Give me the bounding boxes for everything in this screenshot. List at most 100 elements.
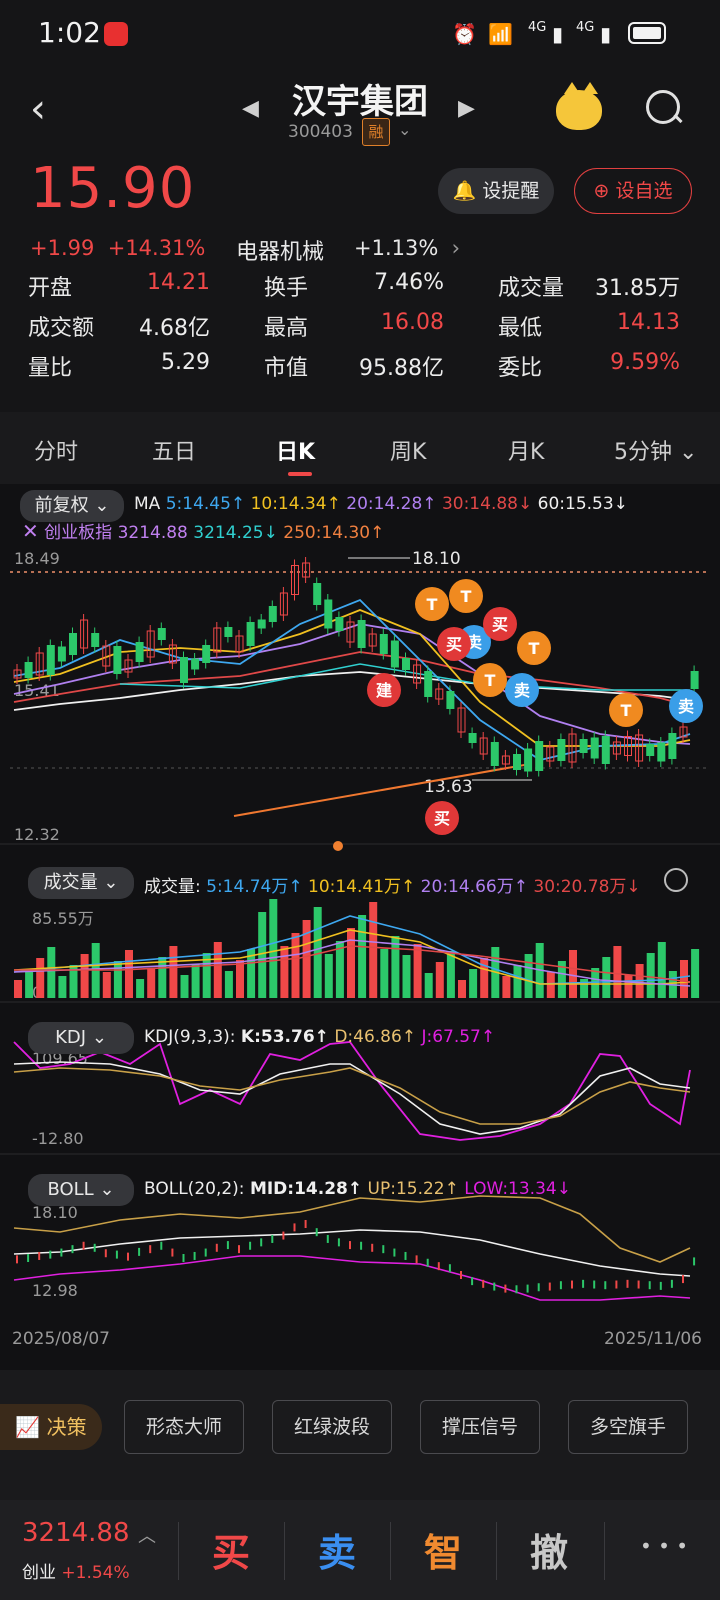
stat-value: 95.88亿 [359, 356, 444, 381]
signal-marker-circle[interactable] [415, 587, 449, 621]
candle [657, 742, 666, 762]
volume-select[interactable]: 成交量 ⌄ [28, 867, 134, 899]
date-cursor-dot [333, 841, 343, 851]
index-ma: 3214.25↓ [193, 523, 278, 543]
volume-bar [302, 920, 311, 998]
stat-value: 14.13 [617, 310, 680, 335]
signal-marker-circle[interactable] [517, 631, 551, 665]
candle [24, 662, 33, 678]
candle [668, 733, 677, 759]
search-icon[interactable] [646, 90, 680, 124]
strategy-red-green-band[interactable]: 红绿波段 [272, 1400, 392, 1454]
bottom-index-info: 创业 +1.54% [22, 1558, 130, 1583]
back-chevron-icon[interactable]: ‹ [30, 86, 46, 132]
stat-label: 市值 [264, 356, 309, 381]
cancel-order-button[interactable]: 撤 [530, 1531, 569, 1575]
candle [379, 634, 388, 654]
signal-icon: ▮ [552, 22, 564, 46]
signal-marker-label: 建 [376, 681, 392, 700]
mascot-icon[interactable] [556, 82, 602, 130]
index-legend[interactable]: ✕ 创业板指 3214.88 3214.25↓ 250:14.30↑ [22, 518, 384, 543]
set-reminder-label: 设提醒 [482, 180, 540, 202]
tab-5min[interactable]: 5分钟 ⌄ [614, 434, 697, 466]
sell-button[interactable]: 卖 [318, 1531, 357, 1575]
separator [604, 1522, 605, 1580]
period-tabs: 分时 五日 日K 周K 月K 5分钟 ⌄ [0, 420, 720, 482]
plus-icon: ⊕ [593, 180, 610, 202]
volume-bar [424, 973, 433, 998]
decision-strip: 📈 决策 形态大师 红绿波段 撑压信号 多空旗手 [0, 1390, 720, 1470]
stock-code[interactable]: 300403 [288, 122, 353, 142]
candle [679, 726, 688, 738]
candle [180, 657, 188, 683]
strategy-pattern-master[interactable]: 形态大师 [124, 1400, 244, 1454]
candle [468, 733, 477, 743]
sector-name[interactable]: 电器机械 [236, 240, 325, 265]
strategy-support-resistance[interactable]: 撑压信号 [420, 1400, 540, 1454]
signal-marker-circle[interactable] [669, 689, 703, 723]
stat-label: 最高 [264, 316, 309, 341]
chart-area[interactable]: 前复权 ⌄ MA 5:14.45↑ 10:14.34↑ 20:14.28↑ 30… [0, 484, 720, 1370]
next-stock-icon[interactable]: ▶ [458, 96, 475, 121]
candle [57, 646, 66, 662]
signal-marker-circle[interactable] [367, 673, 401, 707]
volume-bar [58, 976, 67, 998]
volume-bar [680, 960, 688, 998]
bottom-index-value[interactable]: 3214.88 [22, 1518, 130, 1548]
volume-bar [269, 899, 278, 998]
volume-bar [580, 979, 589, 998]
ma-legend: MA 5:14.45↑ 10:14.34↑ 20:14.28↑ 30:14.88… [134, 494, 628, 514]
buy-button[interactable]: 买 [212, 1531, 251, 1575]
signal-marker-circle[interactable] [437, 627, 471, 661]
candle [390, 640, 399, 668]
prev-stock-icon[interactable]: ◀ [242, 96, 259, 121]
high-label: 18.10 [412, 549, 461, 569]
ma-value: 10:14.34↑ [245, 494, 341, 514]
decision-button[interactable]: 📈 决策 [0, 1404, 102, 1450]
volume-bar [624, 975, 633, 998]
volume-bar [446, 951, 455, 998]
kdj-d-line [13, 1067, 691, 1125]
close-icon[interactable]: ✕ [22, 519, 39, 543]
tab-five-day[interactable]: 五日 [152, 440, 197, 465]
adjust-select[interactable]: 前复权 ⌄ [20, 490, 124, 522]
bell-icon: 🔔 [452, 180, 477, 202]
chevron-down-icon[interactable]: ⌄ [398, 120, 412, 139]
tab-5min-label: 5分钟 [614, 440, 672, 465]
tab-weekly-k[interactable]: 周K [390, 440, 427, 465]
alarm-icon: ⏰ [452, 22, 477, 46]
signal-marker-circle[interactable] [505, 673, 539, 707]
boll-y-bottom: 12.98 [32, 1281, 78, 1300]
signal-marker-circle[interactable] [473, 663, 507, 697]
candle [324, 599, 333, 629]
tab-daily-k[interactable]: 日K [276, 440, 316, 465]
smart-button[interactable]: 智 [424, 1531, 463, 1575]
volume-bar [14, 980, 22, 998]
candle [524, 748, 533, 772]
sector-change[interactable]: +1.13% › [354, 236, 460, 260]
volume-bar [413, 944, 422, 998]
separator [390, 1522, 391, 1580]
signal-marker-circle[interactable] [425, 801, 459, 835]
volume-bar [247, 949, 256, 998]
set-reminder-button[interactable]: 🔔 设提醒 [438, 168, 554, 214]
signal-marker-circle[interactable] [483, 607, 517, 641]
add-favorite-button[interactable]: ⊕ 设自选 [574, 168, 692, 214]
signal-marker-circle[interactable] [609, 693, 643, 727]
settings-icon[interactable] [664, 868, 688, 892]
signal-marker-circle[interactable] [449, 579, 483, 613]
stat-label: 委比 [498, 356, 543, 381]
volume-bar [280, 946, 289, 998]
tab-intraday[interactable]: 分时 [34, 440, 79, 465]
strategy-bull-bear-flag[interactable]: 多空旗手 [568, 1400, 688, 1454]
more-icon[interactable]: • • • [640, 1534, 689, 1558]
chevron-down-icon: ⌄ [679, 440, 698, 465]
kdj-d: D:46.86↑ [334, 1027, 417, 1047]
index-line [119, 663, 690, 691]
chevron-up-icon[interactable]: ︿ [138, 1526, 156, 1547]
kdj-select[interactable]: KDJ ⌄ [28, 1022, 134, 1054]
network-label-2: 4G [576, 20, 595, 35]
boll-select[interactable]: BOLL ⌄ [28, 1174, 134, 1206]
tab-monthly-k[interactable]: 月K [508, 440, 545, 465]
volume-bar [480, 958, 489, 998]
